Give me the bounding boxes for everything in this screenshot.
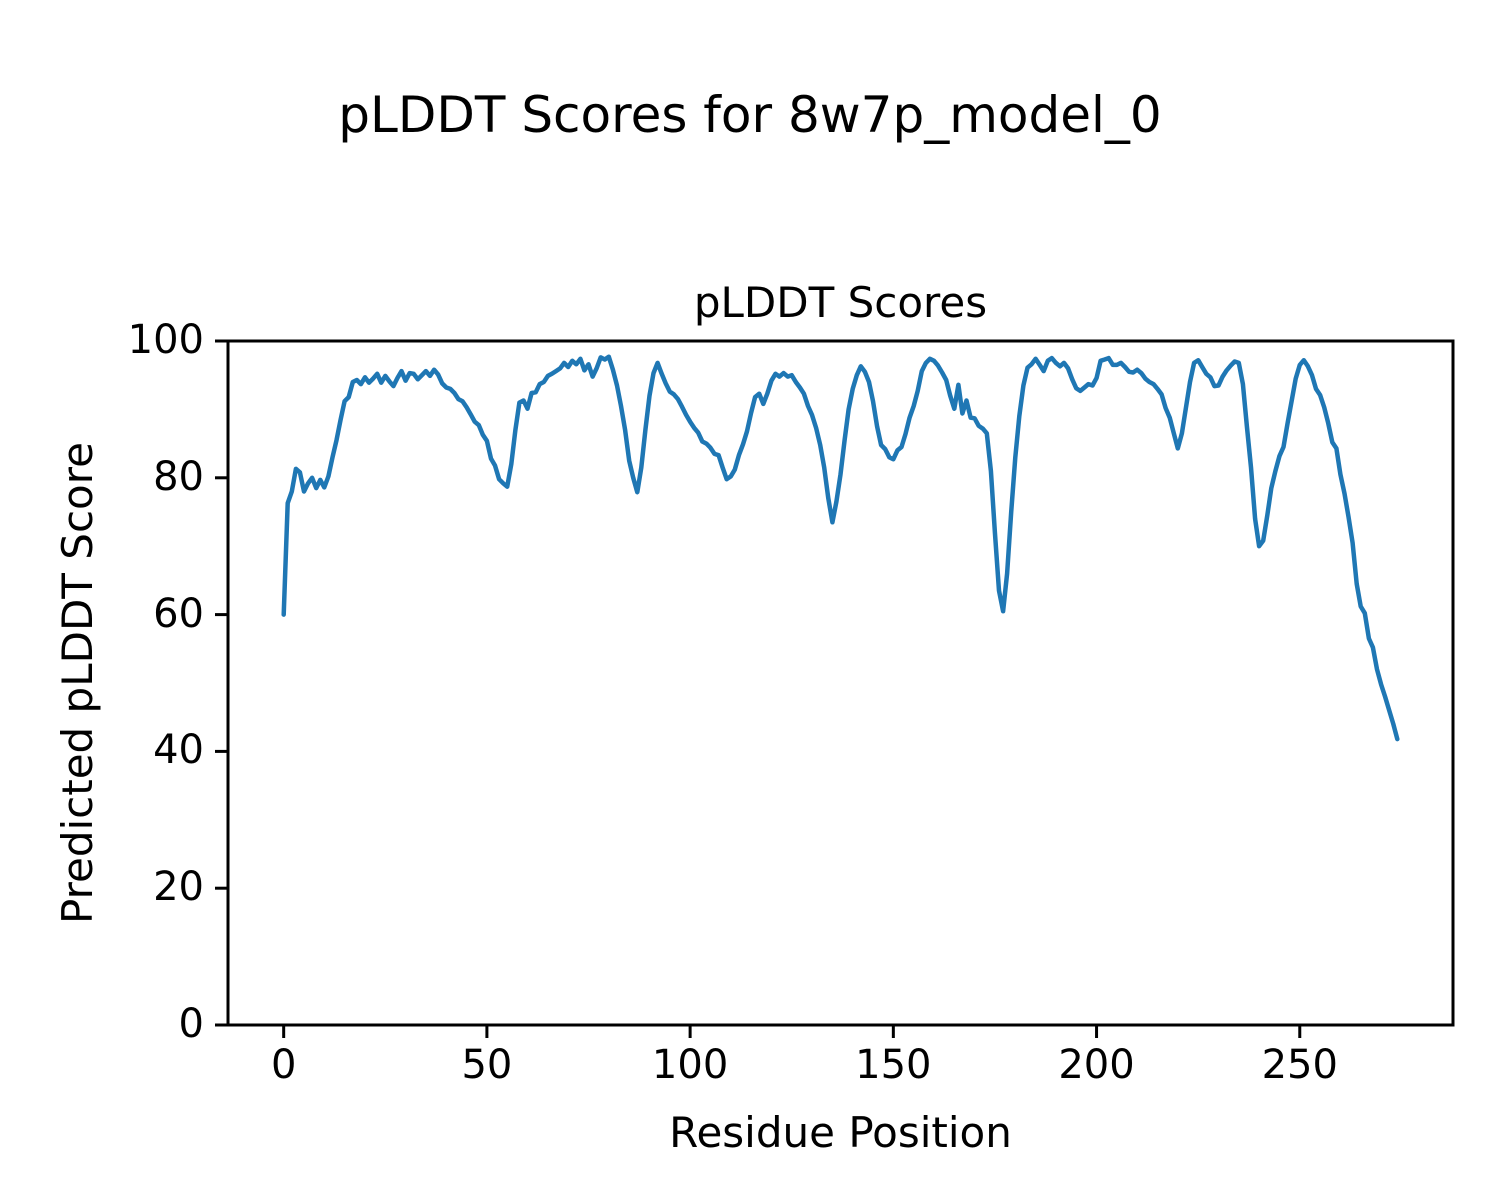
x-tick-label-0: 0 bbox=[270, 1042, 297, 1088]
x-tick-label-50: 50 bbox=[461, 1042, 513, 1088]
y-tick-label-20: 20 bbox=[153, 864, 204, 911]
x-tick-label-150: 150 bbox=[855, 1042, 932, 1088]
x-tick-label-200: 200 bbox=[1058, 1042, 1135, 1088]
y-tick-label-60: 60 bbox=[153, 590, 204, 637]
y-tick-label-100: 100 bbox=[127, 317, 204, 363]
figure-title: pLDDT Scores for 8w7p_model_0 bbox=[338, 86, 1162, 144]
x-tick-label-250: 250 bbox=[1261, 1042, 1338, 1088]
y-axis-label: Predicted pLDDT Score bbox=[52, 442, 102, 924]
x-tick-label-100: 100 bbox=[651, 1042, 729, 1088]
axes-frame bbox=[226, 339, 1455, 1027]
axes-title: pLDDT Scores bbox=[693, 278, 988, 327]
tick-marks bbox=[215, 339, 1302, 1038]
x-axis-label: Residue Position bbox=[669, 1108, 1012, 1157]
y-tick-label-80: 80 bbox=[153, 453, 204, 500]
plddt-line bbox=[281, 354, 1400, 742]
y-tick-label-0: 0 bbox=[178, 1001, 204, 1047]
y-tick-label-40: 40 bbox=[153, 727, 204, 774]
